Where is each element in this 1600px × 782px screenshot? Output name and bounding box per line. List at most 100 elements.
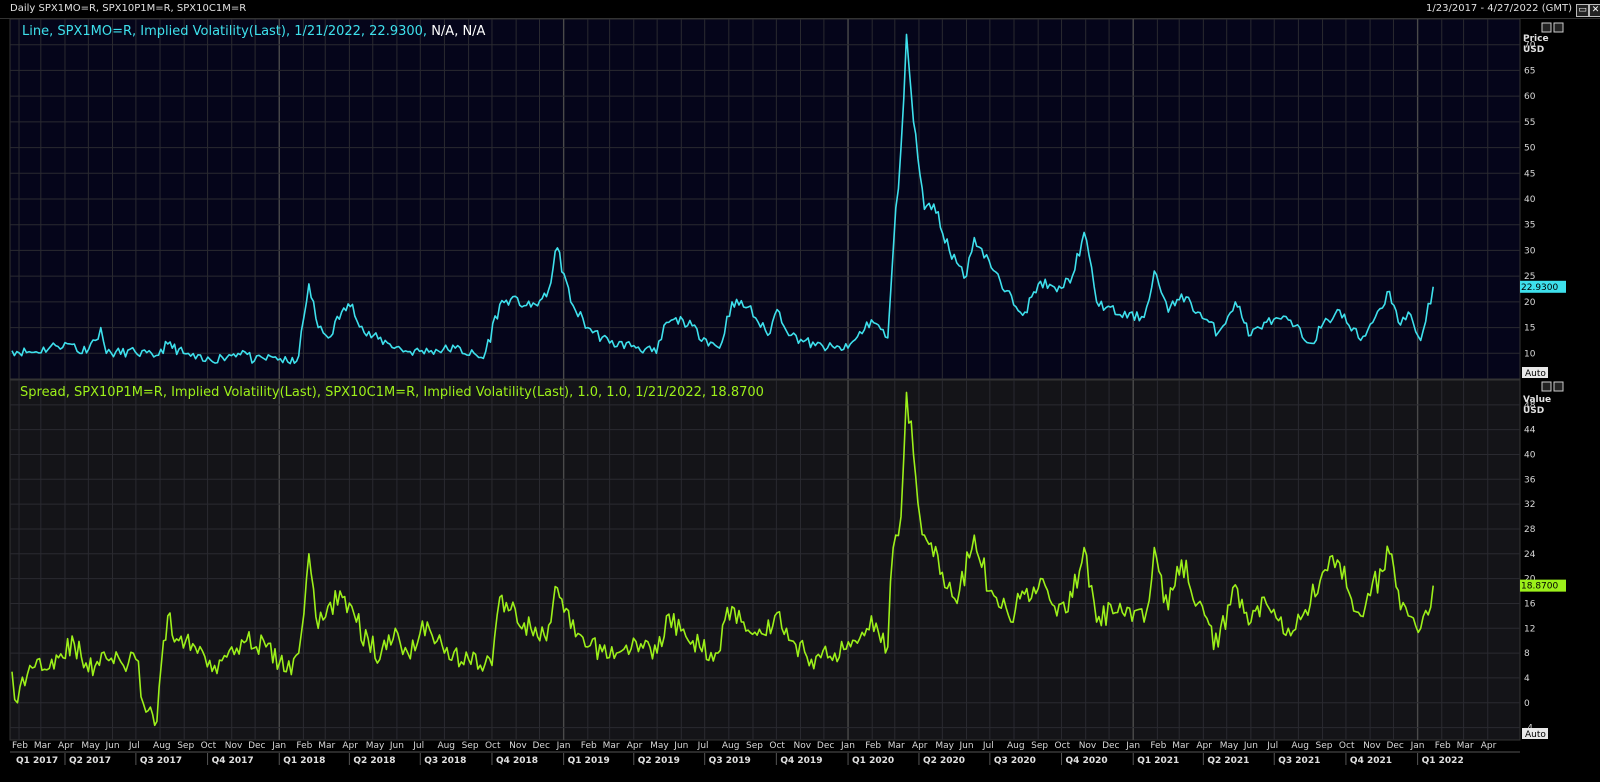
x-month-label: May [366, 741, 385, 751]
panel1-y-axis: 10 15 20 25 30 35 40 45 50 55 60 65 70 [1524, 41, 1536, 360]
x-quarter-label: Q1 2022 [1422, 756, 1464, 766]
restore-window-icon[interactable]: ▭ [1576, 4, 1589, 17]
x-month-label: Oct [201, 741, 217, 751]
y-tick-label: 24 [1524, 550, 1536, 560]
x-month-label: Apr [912, 741, 928, 751]
panel2-last-value-box [1520, 579, 1566, 592]
x-month-label: Aug [1291, 741, 1309, 751]
x-month-label: Mar [1172, 741, 1189, 751]
y-tick-label: 40 [1524, 450, 1536, 460]
x-month-label: Feb [1435, 741, 1451, 751]
close-window-icon[interactable]: ✕ [1589, 4, 1600, 17]
y-tick-label: 44 [1524, 426, 1536, 436]
y-tick-label: 50 [1524, 144, 1536, 154]
x-month-label: Mar [34, 741, 51, 751]
x-month-label: Jun [673, 741, 688, 751]
x-month-label: Oct [769, 741, 785, 751]
x-month-label: Sep [177, 741, 194, 751]
x-month-label: Mar [1457, 741, 1474, 751]
y-tick-label: 12 [1524, 624, 1535, 634]
y-tick-label: 48 [1524, 401, 1536, 411]
x-quarter-label: Q3 2020 [994, 756, 1036, 766]
x-month-label: Aug [722, 741, 740, 751]
x-month-label: Jun [958, 741, 973, 751]
x-quarter-label: Q1 2017 [16, 756, 58, 766]
implied-volatility-panel: Line, SPX1MO=R, Implied Volatility(Last)… [9, 18, 1566, 380]
y-tick-label: 10 [1524, 349, 1536, 359]
x-month-label: May [650, 741, 669, 751]
x-month-label: Oct [1339, 741, 1355, 751]
y-tick-label: 28 [1524, 525, 1536, 535]
x-month-label: Aug [153, 741, 171, 751]
x-month-label: Dec [1386, 741, 1403, 751]
y-tick-label: 0 [1524, 699, 1530, 709]
x-month-label: Dec [248, 741, 265, 751]
x-month-label: Sep [462, 741, 479, 751]
panel2-close-icon[interactable] [1553, 381, 1564, 392]
x-month-label: Jul [697, 741, 709, 751]
x-quarter-label: Q2 2021 [1207, 756, 1249, 766]
spx1mo-implied-vol-series-line [11, 33, 1434, 365]
x-quarter-label: Q2 2019 [638, 756, 680, 766]
x-month-label: Oct [485, 741, 501, 751]
panel2-axis-unit: USD [1523, 406, 1544, 416]
y-tick-label: 30 [1524, 246, 1536, 256]
panel1-auto-scale-button[interactable] [1522, 367, 1548, 378]
x-month-label: Aug [1007, 741, 1025, 751]
x-quarter-label: Q3 2019 [709, 756, 751, 766]
x-month-label: Jul [1266, 741, 1278, 751]
x-month-label: Nov [794, 741, 812, 751]
panel1-last-value-text: 22.9300 [1521, 283, 1558, 293]
x-quarter-label: Q4 2018 [496, 756, 538, 766]
panel2-legend-text: Spread, SPX10P1M=R, Implied Volatility(L… [20, 385, 764, 400]
x-quarter-label: Q4 2017 [212, 756, 254, 766]
panel1-maximize-icon[interactable] [1541, 22, 1552, 33]
x-quarter-label: Q2 2020 [923, 756, 965, 766]
x-month-label: Jan [271, 741, 286, 751]
panel2-auto-scale-button[interactable] [1522, 728, 1548, 739]
x-quarter-label: Q1 2020 [852, 756, 894, 766]
x-quarter-label: Q4 2020 [1066, 756, 1108, 766]
x-quarter-label: Q1 2018 [283, 756, 325, 766]
y-tick-label: 16 [1524, 599, 1536, 609]
x-month-label: May [1220, 741, 1239, 751]
y-tick-label: 20 [1524, 298, 1536, 308]
y-tick-label: 8 [1524, 649, 1530, 659]
panel1-last-value-box [1520, 280, 1566, 293]
x-month-label: Oct [1055, 741, 1071, 751]
y-tick-label: 60 [1524, 92, 1536, 102]
y-tick-label: 32 [1524, 500, 1535, 510]
y-tick-label: 35 [1524, 221, 1535, 231]
date-x-axis: Feb Mar Apr May Jun Jul Aug Sep Oct Nov Dec Jan Feb M… [10, 741, 1520, 766]
x-month-label: Sep [1316, 741, 1333, 751]
x-month-label: Feb [12, 741, 28, 751]
x-month-label: Jul [128, 741, 140, 751]
panel1-close-icon[interactable] [1553, 22, 1564, 33]
x-month-label: Jan [1125, 741, 1140, 751]
y-tick-label: 70 [1524, 41, 1536, 51]
panel1-legend-text: Line, SPX1MO=R, Implied Volatility(Last)… [22, 24, 486, 39]
x-month-label: Jan [840, 741, 855, 751]
put-call-spread-panel: Spread, SPX10P1M=R, Implied Volatility(L… [9, 379, 1566, 741]
y-tick-label: 15 [1524, 324, 1535, 334]
panel2-last-value-flag: 18.8700 [1520, 579, 1566, 592]
x-month-label: Feb [1150, 741, 1166, 751]
panel2-auto-scale-label: Auto [1525, 730, 1546, 740]
x-quarter-label: Q3 2021 [1278, 756, 1320, 766]
x-month-label: Feb [296, 741, 312, 751]
y-tick-label: 25 [1524, 272, 1535, 282]
x-month-label: May [81, 741, 100, 751]
x-month-label: Feb [581, 741, 597, 751]
panel2-maximize-icon[interactable] [1541, 381, 1552, 392]
x-month-label: Jan [556, 741, 571, 751]
panel1-axis-unit: USD [1523, 45, 1544, 55]
x-quarter-label: Q3 2018 [424, 756, 466, 766]
y-tick-label: 55 [1524, 118, 1535, 128]
spx10-put-call-spread-series-line [11, 391, 1434, 727]
x-month-label: Apr [58, 741, 74, 751]
x-month-label: Sep [1031, 741, 1048, 751]
panel1-last-value-flag: 22.9300 [1520, 280, 1566, 293]
panel1-auto-scale-label: Auto [1525, 369, 1546, 379]
panel2-axis-title: Value [1523, 395, 1551, 405]
